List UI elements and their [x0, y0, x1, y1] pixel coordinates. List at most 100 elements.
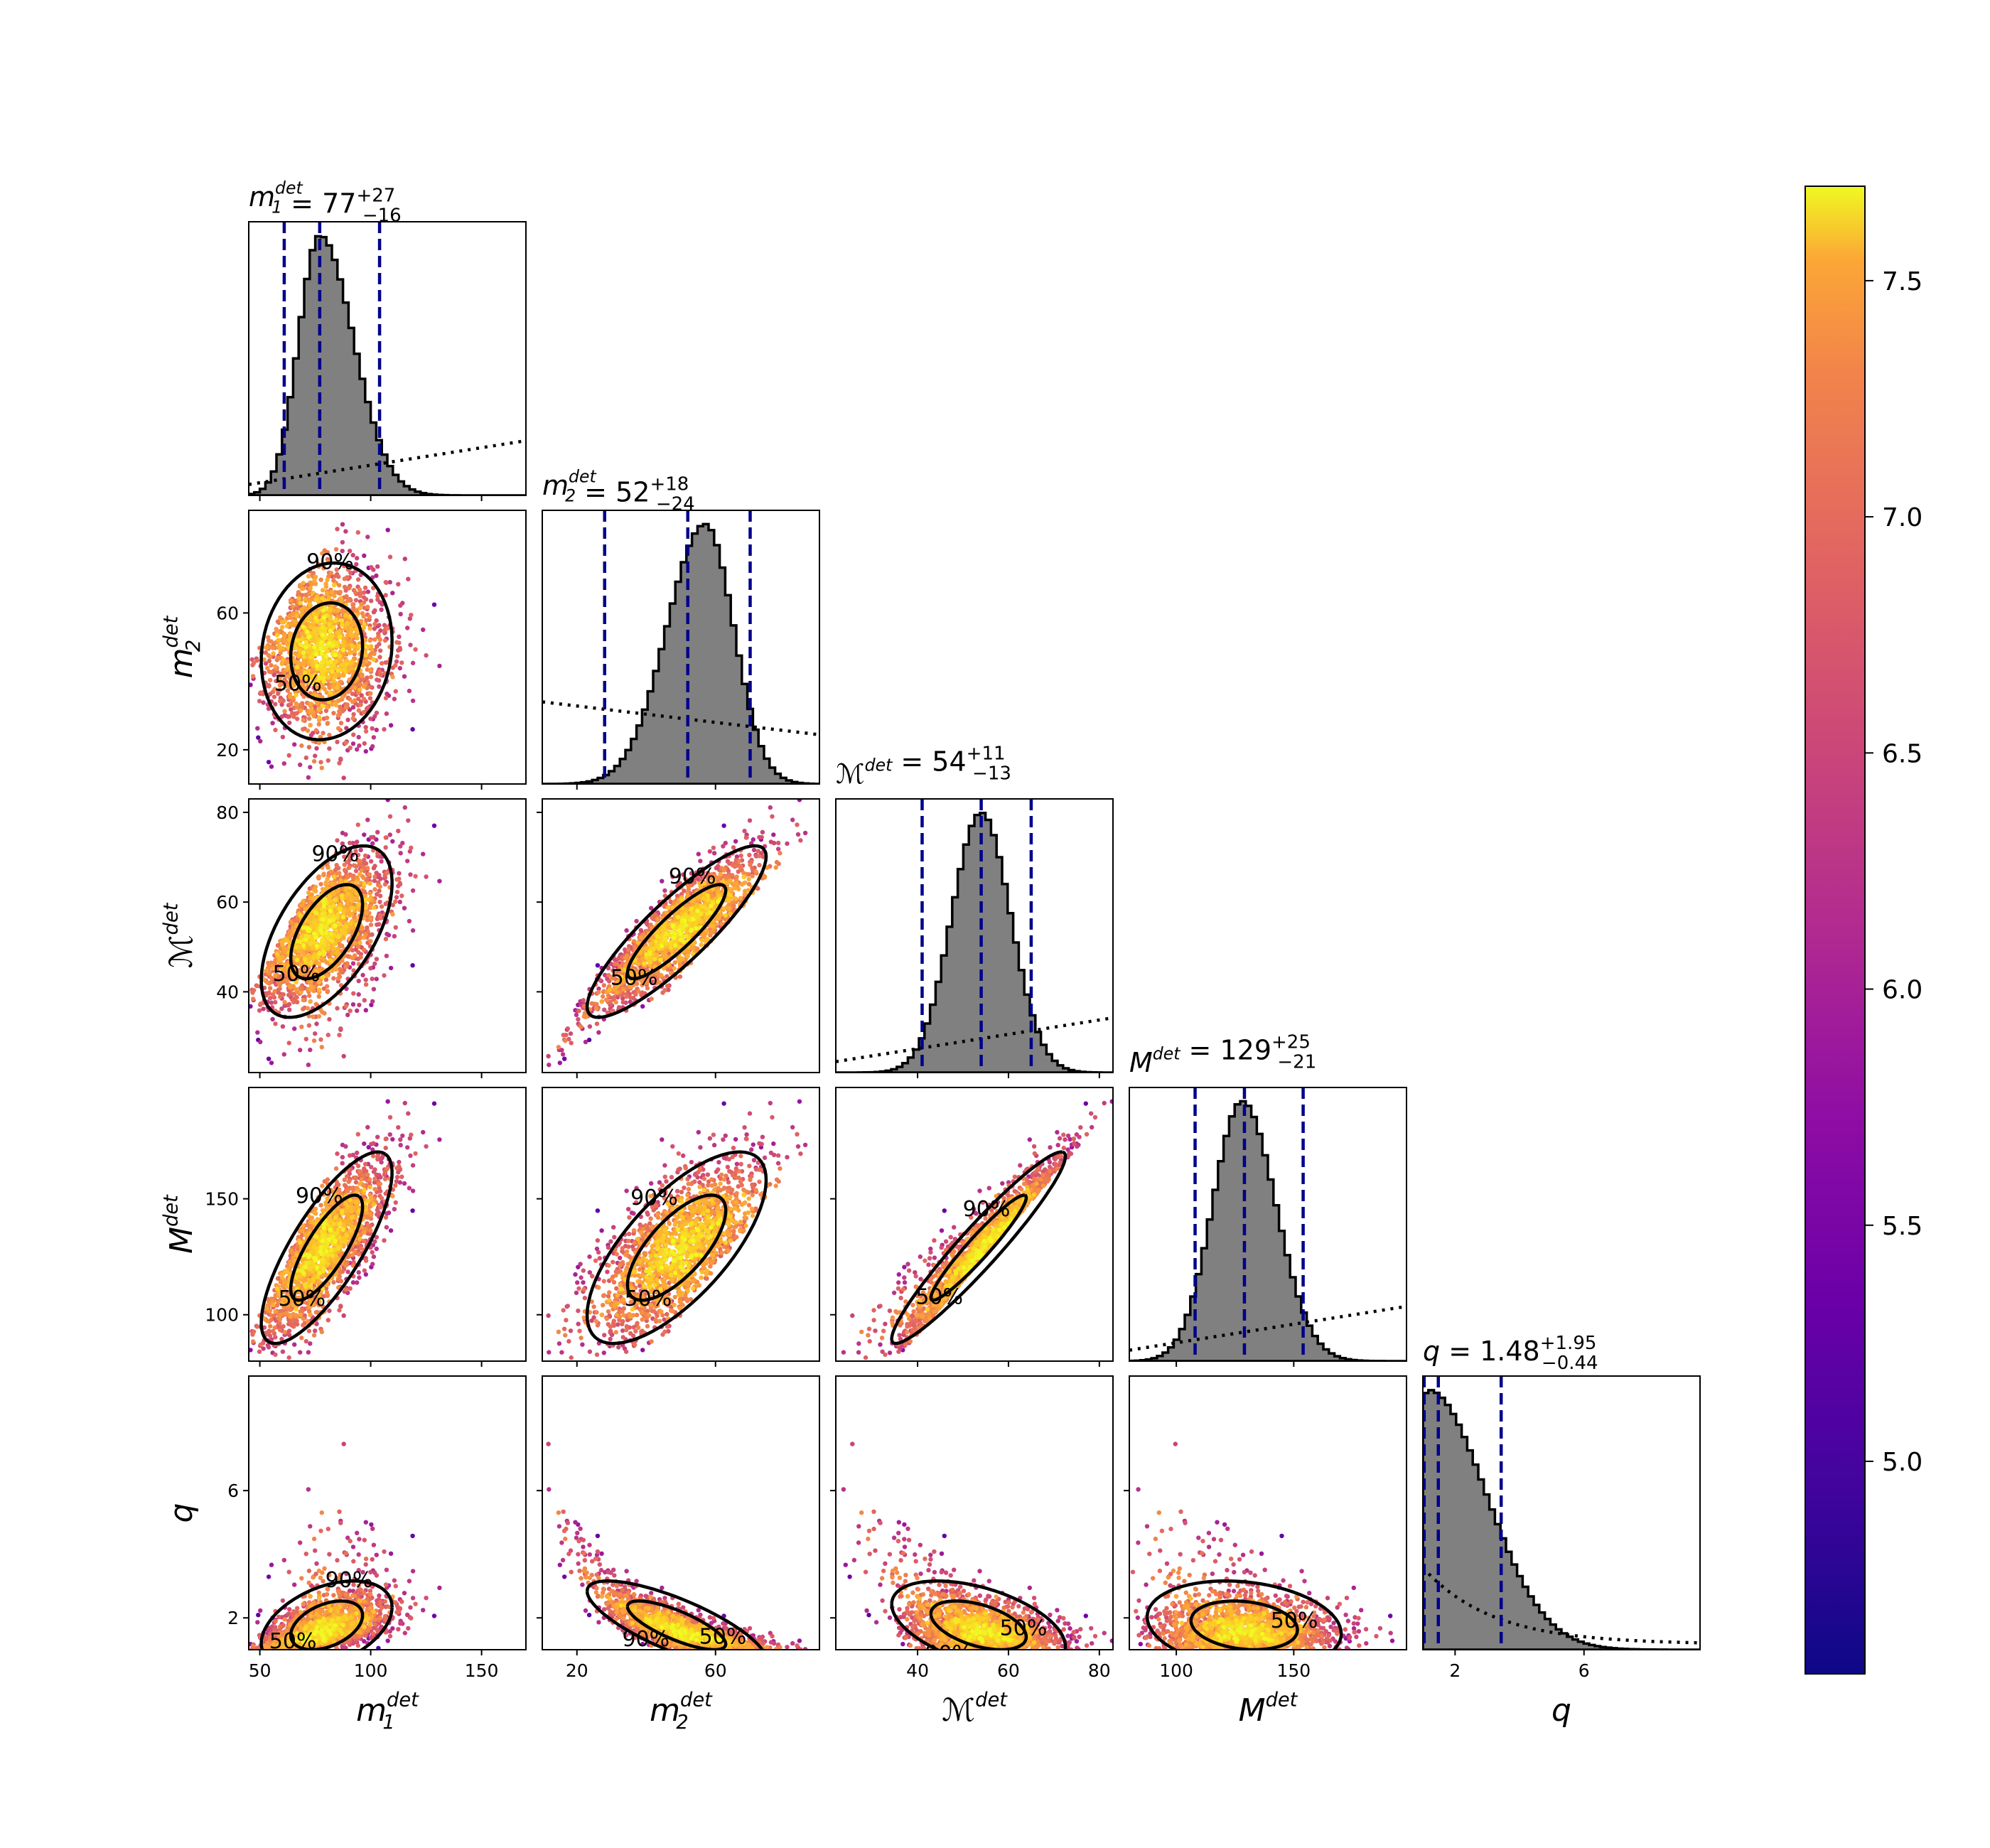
sample-point	[342, 576, 347, 581]
sample-point	[316, 875, 321, 880]
sample-point	[628, 995, 633, 1000]
sample-point	[282, 709, 287, 714]
sample-point	[359, 926, 365, 931]
sample-point	[733, 839, 738, 844]
sample-point	[748, 862, 753, 867]
sample-point	[388, 965, 394, 971]
sample-point	[372, 621, 377, 627]
sample-point	[306, 928, 311, 933]
sample-point	[733, 864, 738, 869]
sample-point	[301, 997, 306, 1003]
sample-point	[343, 895, 348, 900]
sample-point	[273, 972, 278, 978]
sample-point	[606, 966, 611, 971]
sample-point	[361, 614, 366, 619]
sample-point	[307, 716, 312, 721]
sample-point	[390, 912, 395, 917]
sample-point	[750, 866, 755, 871]
sample-point	[608, 999, 613, 1005]
sample-point	[343, 529, 348, 534]
sample-point	[357, 1002, 362, 1008]
sample-point	[409, 845, 414, 851]
sample-point	[305, 1006, 311, 1011]
sample-point	[355, 822, 360, 827]
sample-point	[362, 585, 368, 591]
sample-point	[298, 913, 303, 918]
sample-point	[640, 982, 645, 988]
sample-point	[316, 721, 321, 727]
sample-point	[707, 849, 712, 854]
contour-label: 90%	[306, 550, 354, 575]
sample-point	[358, 955, 363, 960]
sample-point	[359, 618, 364, 623]
sample-point	[298, 667, 303, 672]
sample-point	[657, 980, 662, 985]
sample-point	[662, 988, 667, 993]
sample-point	[313, 910, 318, 915]
sample-point	[751, 847, 757, 853]
sample-point	[281, 638, 287, 643]
sample-point	[295, 638, 300, 643]
sample-point	[387, 832, 392, 837]
sample-point	[278, 650, 283, 655]
sample-point	[316, 962, 322, 967]
sample-point	[721, 874, 726, 879]
sample-point	[344, 593, 349, 599]
sample-point	[331, 903, 336, 908]
sample-point	[365, 589, 371, 594]
sample-point	[313, 935, 319, 940]
sample-point	[620, 999, 625, 1005]
sample-point	[291, 611, 296, 617]
sample-point	[361, 709, 367, 715]
sample-point	[643, 978, 648, 983]
sample-point	[333, 618, 338, 623]
sample-point	[632, 944, 637, 950]
sample-point	[634, 918, 639, 924]
sample-point	[295, 954, 300, 959]
sample-point	[596, 989, 601, 995]
sample-point	[390, 675, 395, 679]
sample-point	[560, 1052, 566, 1057]
sample-point	[321, 608, 326, 613]
sample-point	[277, 978, 282, 983]
sample-point	[327, 904, 332, 910]
sample-point	[328, 659, 333, 664]
sample-point	[370, 726, 375, 731]
sample-point	[337, 583, 342, 588]
sample-point	[755, 849, 761, 854]
sample-point	[307, 598, 312, 604]
sample-point	[336, 726, 341, 731]
y-tick-label: 20	[216, 740, 239, 761]
sample-point	[387, 554, 393, 559]
sample-point	[269, 662, 274, 668]
sample-point	[734, 874, 739, 879]
sample-point	[357, 606, 362, 611]
sample-point	[331, 608, 337, 613]
sample-point	[286, 753, 291, 758]
sample-point	[730, 881, 736, 886]
sample-point	[325, 549, 330, 555]
sample-point	[295, 606, 301, 611]
sample-point	[382, 882, 388, 887]
sample-point	[323, 708, 329, 714]
sample-point	[606, 993, 611, 999]
sample-point	[362, 881, 367, 886]
sample-point	[614, 962, 619, 967]
sample-point	[293, 651, 298, 656]
sample-point	[301, 650, 306, 655]
sample-point	[723, 840, 728, 846]
sample-point	[797, 799, 802, 802]
sample-point	[335, 912, 340, 917]
sample-point	[364, 618, 369, 623]
sample-point	[768, 805, 773, 810]
sample-point	[272, 687, 277, 692]
sample-point	[343, 704, 348, 710]
sample-point	[332, 593, 337, 598]
sample-point	[328, 628, 333, 633]
sample-point	[321, 903, 327, 909]
sample-point	[343, 740, 349, 746]
sample-point	[301, 661, 306, 666]
sample-point	[298, 1048, 303, 1053]
sample-point	[615, 984, 620, 989]
sample-point	[357, 940, 362, 945]
